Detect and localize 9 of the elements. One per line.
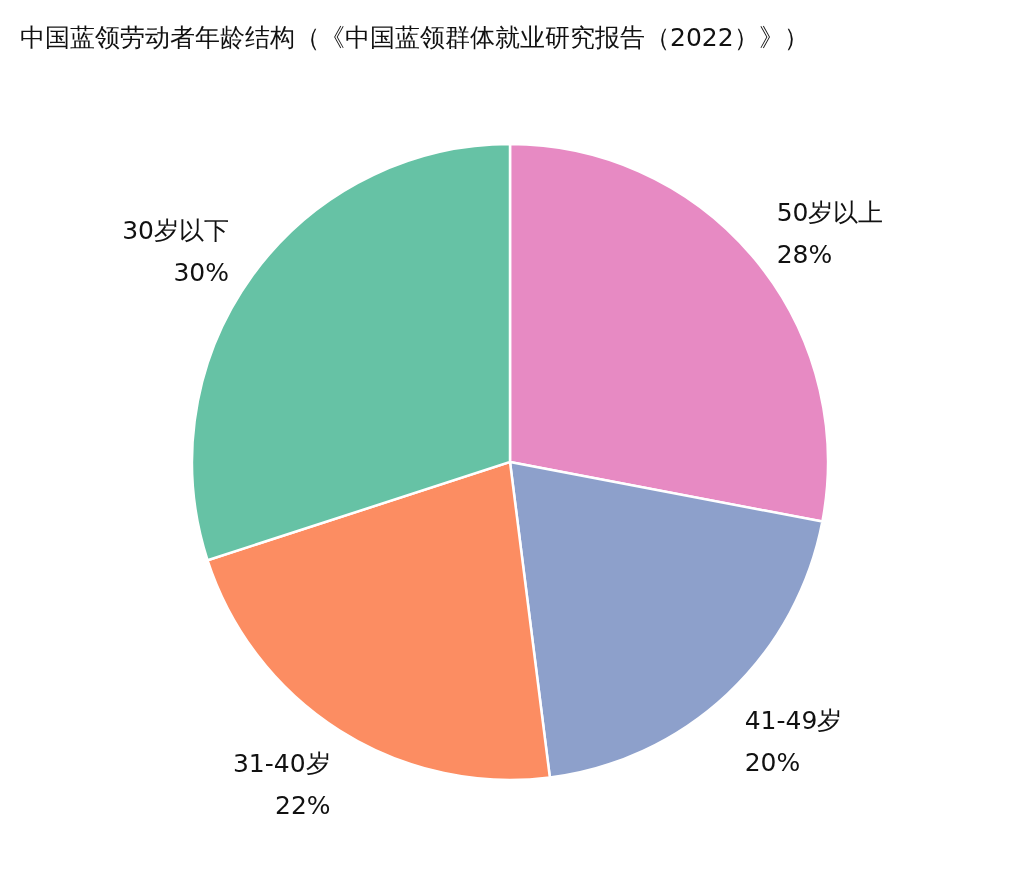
data-label: 28% <box>776 239 833 269</box>
slice-label: 50岁以上 <box>776 197 884 227</box>
slice-label: 30岁以下 <box>122 216 229 246</box>
data-label: 30% <box>173 258 229 288</box>
data-label: 20% <box>744 748 801 778</box>
data-label: 22% <box>275 791 331 821</box>
slice-label: 31-40岁 <box>232 749 331 779</box>
slice-label: 41-49岁 <box>744 706 843 736</box>
chart-title: 中国蓝领劳动者年龄结构（《中国蓝领群体就业研究报告（2022）》） <box>20 23 809 52</box>
